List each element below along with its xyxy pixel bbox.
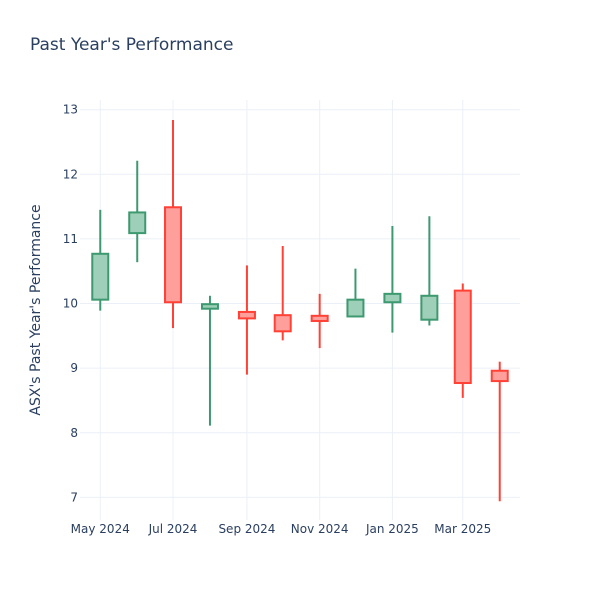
candle-body — [453, 289, 472, 385]
y-tick-label: 11 — [63, 232, 78, 246]
candle — [91, 209, 110, 311]
candle — [383, 226, 402, 333]
y-tick-label: 13 — [63, 103, 78, 117]
candle-body — [200, 303, 219, 310]
candle-body — [346, 298, 365, 318]
candle — [420, 216, 439, 326]
x-tick-label: May 2024 — [71, 522, 130, 536]
candle-body — [383, 292, 402, 304]
x-tick-label: Sep 2024 — [218, 522, 275, 536]
y-tick-label: 9 — [70, 361, 78, 375]
y-tick-label: 8 — [70, 426, 78, 440]
x-tick-label: Nov 2024 — [291, 522, 349, 536]
y-tick-label: 7 — [70, 490, 78, 504]
x-tick-label: Jul 2024 — [148, 522, 198, 536]
candle-body — [237, 310, 256, 320]
candle — [346, 268, 365, 318]
chart-title: Past Year's Performance — [30, 35, 234, 55]
candle-body — [128, 211, 147, 235]
candle — [453, 283, 472, 398]
candle — [490, 361, 509, 502]
y-axis-title: ASX's Past Year's Performance — [28, 204, 44, 415]
y-tick-label: 10 — [63, 297, 78, 311]
candle-body — [91, 252, 110, 301]
candle — [128, 160, 147, 263]
candle — [200, 295, 219, 426]
candle-body — [164, 206, 183, 304]
candle — [237, 265, 256, 375]
candle — [310, 293, 329, 349]
x-tick-label: Mar 2025 — [434, 522, 491, 536]
candles — [91, 120, 509, 502]
candle — [273, 246, 292, 341]
candle — [164, 120, 183, 329]
y-tick-label: 12 — [63, 167, 78, 181]
candle-body — [310, 314, 329, 322]
candle-body — [490, 369, 509, 383]
candle-body — [273, 314, 292, 333]
candle-body — [420, 294, 439, 321]
x-tick-label: Jan 2025 — [365, 522, 419, 536]
